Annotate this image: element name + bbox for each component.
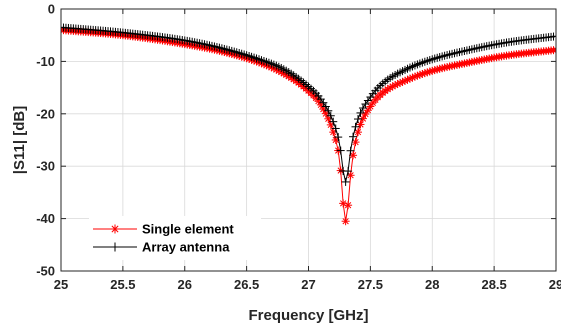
marker-stroke xyxy=(367,103,374,110)
x-tick-label: 25.5 xyxy=(110,277,135,292)
marker-stroke xyxy=(280,70,287,77)
marker-stroke xyxy=(357,121,364,128)
data-point-array-antenna xyxy=(346,146,355,155)
legend-item-single-element: Single element xyxy=(93,222,234,237)
marker-stroke xyxy=(322,110,329,117)
y-tick-label: -50 xyxy=(36,264,55,279)
y-tick-label: 0 xyxy=(48,2,55,17)
plot-area xyxy=(61,23,556,226)
data-point-single-element xyxy=(349,151,358,160)
marker-stroke xyxy=(283,71,290,79)
marker-stroke xyxy=(111,225,119,233)
x-tick-label: 27 xyxy=(301,277,315,292)
x-tick-label: 28.5 xyxy=(481,277,506,292)
data-point-array-antenna xyxy=(344,167,353,176)
data-point-single-element xyxy=(346,171,355,180)
data-point-array-antenna xyxy=(351,122,360,131)
marker-stroke xyxy=(320,105,327,113)
marker-stroke xyxy=(451,62,458,69)
data-point-array-antenna xyxy=(321,102,330,111)
x-tick-label: 28 xyxy=(425,277,439,292)
data-point-single-element xyxy=(344,201,353,210)
marker-stroke xyxy=(290,76,297,83)
data-point-single-element xyxy=(351,138,360,147)
marker-stroke xyxy=(552,49,556,54)
marker-stroke xyxy=(362,110,369,118)
marker-stroke xyxy=(347,172,354,179)
y-tick-label: -30 xyxy=(36,159,55,174)
marker-stroke xyxy=(443,63,451,71)
data-point-single-element xyxy=(366,102,375,111)
data-point-array-antenna xyxy=(324,106,333,115)
marker-stroke xyxy=(325,115,332,122)
y-tick-label: -20 xyxy=(36,106,55,121)
x-tick-label: 29 xyxy=(549,277,561,292)
data-point-single-element xyxy=(354,128,362,137)
marker-stroke xyxy=(339,200,347,207)
data-point-array-antenna xyxy=(334,133,343,142)
y-tick-label: -10 xyxy=(36,54,55,69)
axes-layer: 25 25.5 26 26.5 27 27.5 28 28.5 29 0 -10 -20 -30 -40 -… xyxy=(36,2,561,293)
data-point-array-antenna xyxy=(552,32,556,41)
data-point-array-antenna xyxy=(349,132,358,141)
data-point-array-antenna xyxy=(354,115,362,124)
legend-box xyxy=(89,216,261,260)
data-point-array-antenna xyxy=(341,177,350,186)
marker-stroke xyxy=(448,62,456,70)
legend-label: Single element xyxy=(142,222,234,237)
marker-stroke xyxy=(463,59,471,67)
x-tick-label: 27.5 xyxy=(358,277,383,292)
marker-stroke xyxy=(364,107,372,114)
marker-stroke xyxy=(61,29,65,34)
marker-stroke xyxy=(285,73,292,80)
marker-stroke xyxy=(330,128,337,136)
marker-stroke xyxy=(354,128,362,136)
marker-stroke xyxy=(344,202,352,209)
marker-stroke xyxy=(466,59,473,66)
x-tick-label: 26 xyxy=(178,277,192,292)
data-point-array-antenna xyxy=(331,124,340,133)
data-point-array-antenna xyxy=(356,108,365,117)
marker-stroke xyxy=(446,63,453,70)
marker-stroke xyxy=(352,138,359,146)
data-point-single-element xyxy=(341,217,350,226)
y-axis-title: |S11| [dB] xyxy=(11,106,28,174)
marker-stroke xyxy=(332,136,339,144)
data-point-array-antenna xyxy=(329,117,338,126)
data-point-array-antenna xyxy=(336,146,345,155)
marker-stroke xyxy=(468,58,476,66)
y-tick-label: -40 xyxy=(36,211,55,226)
x-tick-label: 26.5 xyxy=(234,277,259,292)
data-point-single-element xyxy=(356,120,365,129)
marker-stroke xyxy=(342,218,349,225)
data-point-single-element xyxy=(552,45,556,54)
marker-stroke xyxy=(349,152,357,159)
legend-item-array-antenna: Array antenna xyxy=(93,240,230,255)
marker-stroke xyxy=(453,61,461,69)
data-point-array-antenna xyxy=(326,111,335,120)
x-axis-title: Frequency [GHz] xyxy=(248,307,368,324)
marker-stroke xyxy=(359,115,367,122)
marker-stroke xyxy=(552,46,556,51)
legend: Single element Array antenna xyxy=(89,216,261,260)
legend-marker xyxy=(110,242,120,252)
legend-marker xyxy=(110,224,120,234)
series-markers-array-antenna xyxy=(61,23,556,186)
marker-stroke xyxy=(327,121,334,129)
legend-label: Array antenna xyxy=(142,240,230,255)
marker-stroke xyxy=(288,74,295,81)
x-tick-label: 25 xyxy=(54,277,68,292)
